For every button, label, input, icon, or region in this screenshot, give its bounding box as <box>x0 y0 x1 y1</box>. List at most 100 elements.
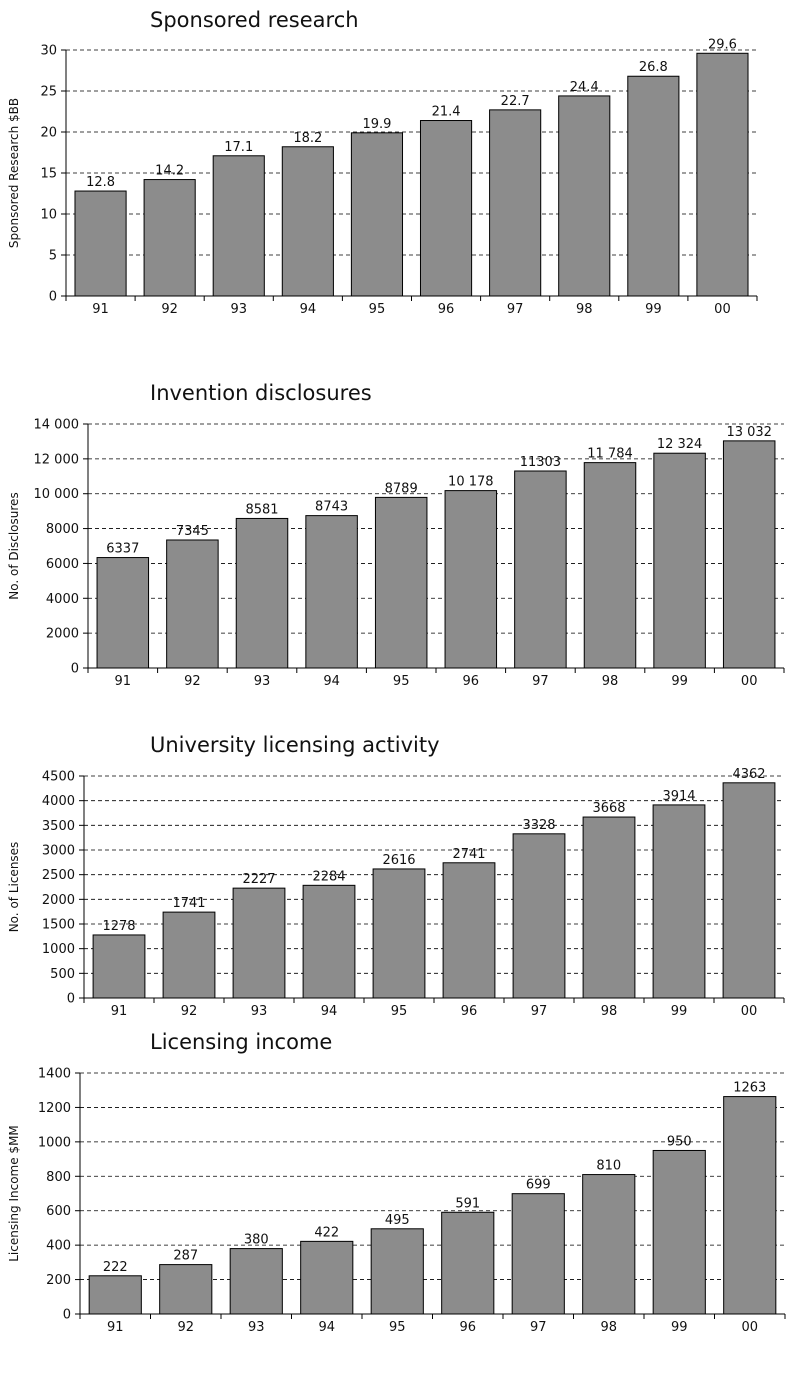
bar-00 <box>723 1096 777 1315</box>
x-tick-label: 98 <box>576 302 593 317</box>
bar-99 <box>627 75 680 297</box>
x-tick-label: 92 <box>177 1320 194 1335</box>
x-tick-label: 99 <box>671 674 688 689</box>
data-label: 22.7 <box>501 94 530 109</box>
x-tick-label: 96 <box>461 1004 478 1019</box>
y-tick-label: 0 <box>63 1308 71 1323</box>
y-tick-label: 400 <box>46 1239 71 1254</box>
bar-98 <box>558 95 611 297</box>
x-tick-label: 00 <box>741 1004 758 1019</box>
x-tick-label: 91 <box>92 302 109 317</box>
bar-91 <box>88 1275 142 1315</box>
bar-99 <box>652 1149 706 1315</box>
x-tick-label: 92 <box>184 674 201 689</box>
data-label: 950 <box>667 1134 692 1149</box>
x-tick-label: 91 <box>115 674 132 689</box>
data-label: 380 <box>244 1233 269 1248</box>
x-tick-label: 94 <box>323 674 340 689</box>
bar-98 <box>582 816 636 999</box>
y-tick-label: 3500 <box>42 819 75 834</box>
data-label: 14.2 <box>155 164 184 179</box>
chart-title: University licensing activity <box>150 733 440 757</box>
data-label: 4362 <box>732 767 765 782</box>
y-axis-label: No. of Disclosures <box>7 492 21 599</box>
data-label: 3668 <box>592 801 625 816</box>
x-tick-label: 98 <box>601 1004 618 1019</box>
y-axis-label: No. of Licenses <box>7 842 21 933</box>
x-tick-label: 92 <box>161 302 178 317</box>
x-tick-label: 95 <box>389 1320 406 1335</box>
y-tick-label: 5 <box>49 249 57 264</box>
bar-97 <box>511 1193 565 1315</box>
y-tick-label: 0 <box>67 992 75 1007</box>
data-label: 3328 <box>522 818 555 833</box>
y-tick-label: 10 000 <box>34 487 80 502</box>
data-label: 8581 <box>245 502 278 517</box>
bar-96 <box>441 1211 495 1315</box>
bar-93 <box>229 1248 283 1315</box>
y-tick-label: 0 <box>71 662 79 677</box>
bar-00 <box>696 52 749 297</box>
bar-91 <box>92 934 146 999</box>
data-label: 8789 <box>385 481 418 496</box>
y-tick-label: 2000 <box>42 893 75 908</box>
x-tick-label: 00 <box>741 1320 758 1335</box>
x-tick-label: 97 <box>532 674 549 689</box>
y-tick-label: 4000 <box>46 592 79 607</box>
bar-98 <box>582 1174 636 1315</box>
data-label: 11 784 <box>587 447 633 462</box>
chart-title: Invention disclosures <box>150 381 372 405</box>
bar-96 <box>444 490 498 669</box>
y-tick-label: 20 <box>40 126 57 141</box>
x-tick-label: 98 <box>602 674 619 689</box>
data-label: 21.4 <box>432 105 461 120</box>
x-tick-label: 93 <box>248 1320 265 1335</box>
bar-98 <box>583 462 637 669</box>
x-tick-label: 93 <box>254 674 271 689</box>
y-tick-label: 2000 <box>46 627 79 642</box>
x-tick-label: 93 <box>251 1004 268 1019</box>
y-tick-label: 600 <box>46 1204 71 1219</box>
data-label: 12.8 <box>86 175 115 190</box>
y-axis-label: Sponsored Research $BB <box>7 98 21 248</box>
x-tick-label: 99 <box>671 1320 688 1335</box>
x-tick-label: 91 <box>107 1320 124 1335</box>
y-tick-label: 15 <box>40 167 57 182</box>
bar-97 <box>514 470 567 669</box>
bar-00 <box>722 440 776 669</box>
chart-title: Sponsored research <box>150 8 359 32</box>
x-tick-label: 95 <box>391 1004 408 1019</box>
bar-92 <box>159 1264 213 1315</box>
data-label: 18.2 <box>293 131 322 146</box>
data-label: 26.8 <box>639 60 668 75</box>
bar-95 <box>370 1228 424 1315</box>
bar-94 <box>300 1240 354 1315</box>
x-tick-label: 00 <box>741 674 758 689</box>
y-tick-label: 8000 <box>46 522 79 537</box>
data-label: 1263 <box>733 1081 766 1096</box>
bar-92 <box>162 911 216 999</box>
x-tick-label: 99 <box>645 302 662 317</box>
x-tick-label: 94 <box>318 1320 335 1335</box>
x-tick-label: 94 <box>321 1004 338 1019</box>
x-tick-label: 97 <box>530 1320 547 1335</box>
bar-91 <box>74 190 127 297</box>
y-tick-label: 4500 <box>42 770 75 785</box>
y-tick-label: 1500 <box>42 918 75 933</box>
data-label: 422 <box>314 1225 339 1240</box>
x-tick-label: 95 <box>393 674 410 689</box>
bar-93 <box>212 155 265 297</box>
bar-99 <box>653 452 706 669</box>
data-label: 2741 <box>452 847 485 862</box>
y-tick-label: 30 <box>40 44 57 59</box>
x-tick-label: 99 <box>671 1004 688 1019</box>
bar-99 <box>652 804 706 999</box>
data-label: 11303 <box>520 455 561 470</box>
x-tick-label: 00 <box>714 302 731 317</box>
bar-97 <box>489 109 542 297</box>
data-label: 1278 <box>102 919 135 934</box>
bar-93 <box>232 887 286 999</box>
data-label: 13 032 <box>726 425 772 440</box>
data-label: 17.1 <box>224 140 253 155</box>
